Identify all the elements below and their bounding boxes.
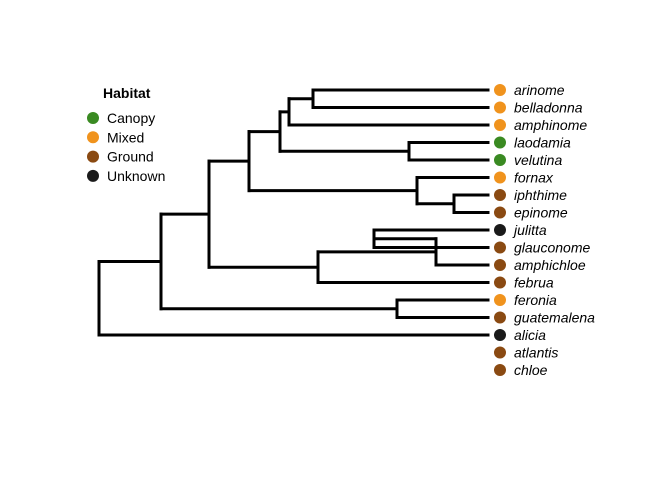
tip-marker-epinome [494, 206, 506, 219]
tip-marker-alicia [494, 329, 506, 341]
tip-marker-iphthime [494, 189, 506, 201]
habitat-legend: Habitat Canopy Mixed Ground Unknown [87, 85, 165, 184]
legend-label-mixed: Mixed [107, 129, 144, 145]
tip-label-amphinome: amphinome [514, 117, 587, 133]
tip-label-feronia: feronia [514, 292, 557, 308]
tip-label-alicia: alicia [514, 327, 546, 343]
tip-marker-laodamia [494, 136, 506, 149]
legend-items: Canopy Mixed Ground Unknown [87, 110, 165, 184]
tip-label-velutina: velutina [514, 152, 562, 168]
tip-marker-chloe [494, 364, 506, 376]
legend-key-mixed [87, 131, 99, 144]
tip-label-amphichloe: amphichloe [514, 257, 586, 273]
legend-key-unknown [87, 169, 99, 182]
tree-branches [97, 88, 490, 337]
legend-label-ground: Ground [107, 149, 154, 165]
tip-label-laodamia: laodamia [514, 135, 571, 151]
legend-label-canopy: Canopy [107, 110, 155, 126]
tip-label-iphthime: iphthime [514, 187, 567, 203]
tip-marker-februa [494, 276, 506, 289]
tip-marker-fornax [494, 171, 506, 184]
tip-label-atlantis: atlantis [514, 345, 558, 361]
tip-label-arinome: arinome [514, 82, 565, 98]
tip-marker-feronia [494, 294, 506, 306]
tip-marker-velutina [494, 154, 506, 166]
tip-label-julitta: julitta [512, 222, 547, 238]
tip-marker-guatemalena [494, 311, 506, 324]
legend-label-unknown: Unknown [107, 168, 165, 184]
tip-label-belladonna: belladonna [514, 100, 583, 116]
tip-label-chloe: chloe [514, 362, 548, 378]
tip-label-guatemalena: guatemalena [514, 310, 595, 326]
tip-label-glauconome: glauconome [514, 240, 590, 256]
tip-label-februa: februa [514, 275, 554, 291]
tip-label-epinome: epinome [514, 205, 568, 221]
tip-marker-amphichloe [494, 259, 506, 271]
tip-marker-julitta [494, 224, 506, 236]
tip-marker-glauconome [494, 241, 506, 254]
legend-key-ground [87, 150, 99, 163]
tip-marker-atlantis [494, 346, 506, 359]
legend-title: Habitat [103, 85, 151, 101]
tip-label-fornax: fornax [514, 170, 554, 186]
tip-marker-amphinome [494, 119, 506, 131]
tip-marker-belladonna [494, 101, 506, 114]
legend-key-canopy [87, 112, 99, 124]
tip-marker-arinome [494, 84, 506, 96]
